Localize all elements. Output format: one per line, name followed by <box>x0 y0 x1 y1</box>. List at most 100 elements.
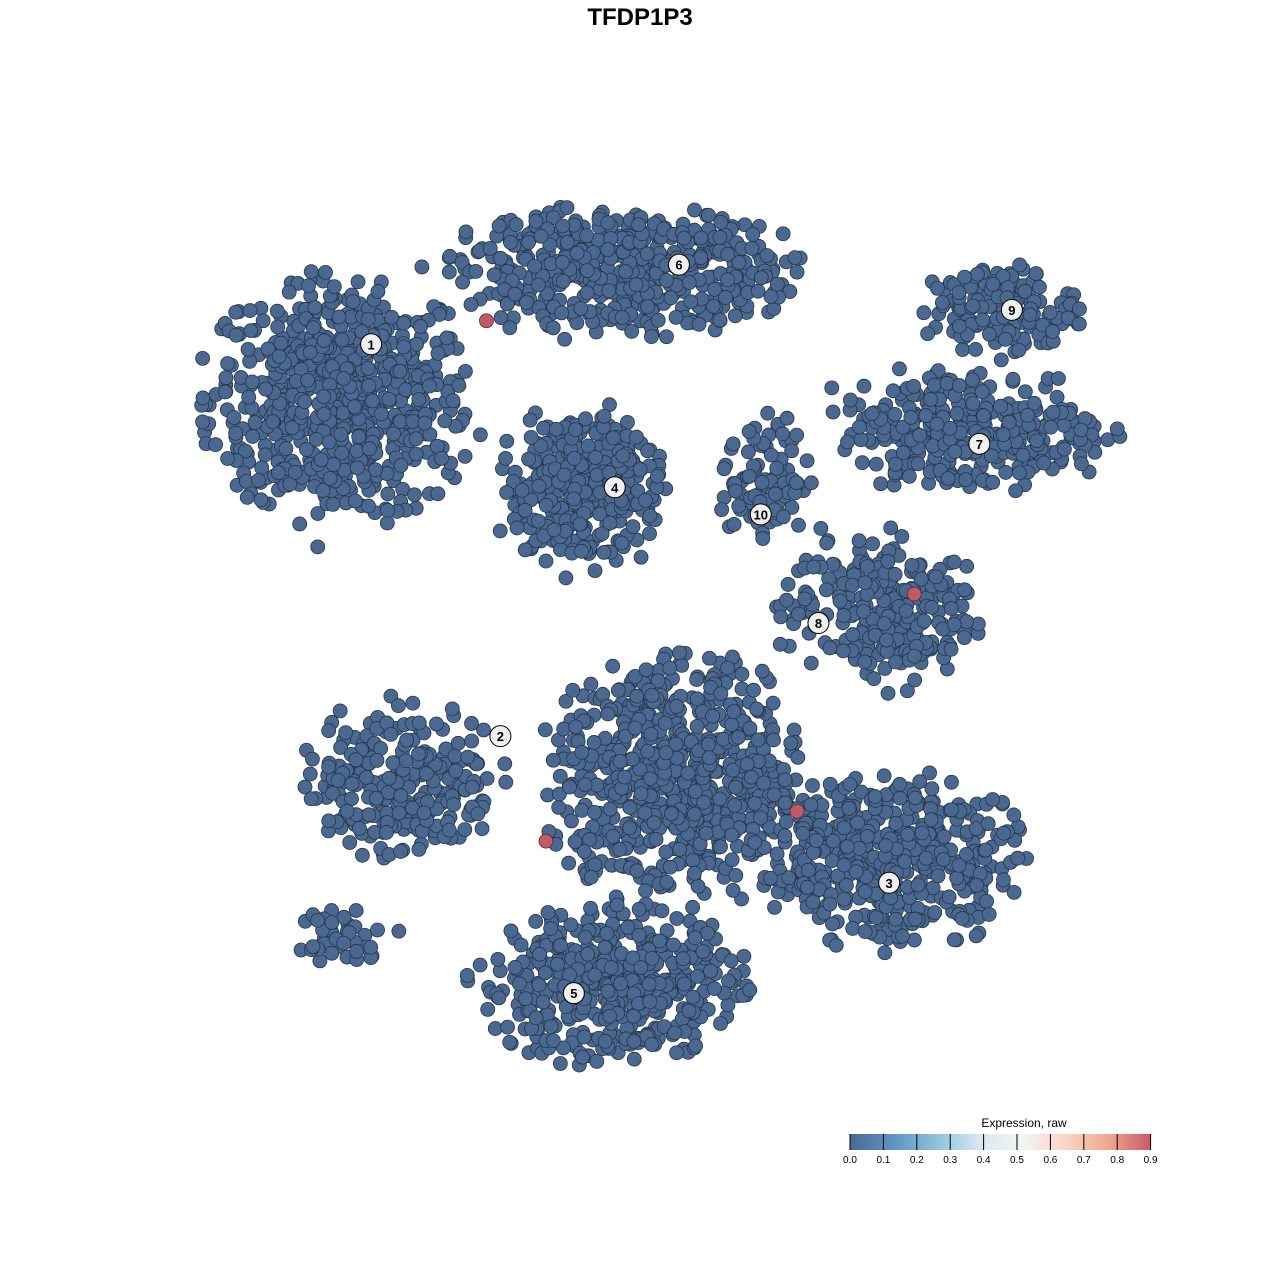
cell-point <box>654 903 670 919</box>
cell-point <box>218 370 234 386</box>
cell-point <box>836 608 852 623</box>
cluster-label-4: 4 <box>603 476 626 499</box>
cell-point <box>586 735 602 750</box>
cell-point <box>741 468 757 484</box>
cell-point <box>587 857 603 873</box>
cell-point <box>965 396 981 412</box>
cell-point <box>626 1051 642 1067</box>
cell-point <box>924 781 940 797</box>
cell-point <box>712 312 728 328</box>
cell-point <box>828 937 844 953</box>
cell-point <box>659 874 675 890</box>
cell-point <box>819 535 835 551</box>
cell-point <box>781 870 797 886</box>
cell-point <box>538 553 554 569</box>
cell-point <box>927 905 943 920</box>
cell-point <box>904 557 920 573</box>
cell-point <box>663 290 679 306</box>
cell-point <box>321 759 336 775</box>
cell-point <box>789 264 805 280</box>
cell-point <box>778 814 794 830</box>
cell-point <box>1001 414 1017 430</box>
cell-point <box>739 756 755 772</box>
cell-point <box>940 471 956 486</box>
cell-point <box>537 722 553 738</box>
cell-point <box>818 582 834 598</box>
cell-point <box>790 749 806 765</box>
cell-point <box>1051 371 1066 386</box>
svg-text:8: 8 <box>815 616 822 631</box>
high-expression-point <box>789 803 805 819</box>
cell-point <box>368 790 384 806</box>
cell-point <box>998 465 1014 480</box>
cell-point <box>392 414 408 430</box>
cell-point <box>912 774 928 790</box>
cell-point <box>1043 419 1059 435</box>
cell-point <box>910 456 926 472</box>
cell-point <box>929 416 945 432</box>
cell-point <box>330 772 346 788</box>
cell-point <box>681 1003 697 1019</box>
cell-point <box>877 945 893 961</box>
cell-point <box>278 441 294 457</box>
cell-point <box>713 839 728 855</box>
cell-point <box>805 845 821 860</box>
cell-point <box>310 912 326 928</box>
cell-point <box>1017 283 1033 299</box>
cell-point <box>519 295 534 310</box>
cell-point <box>947 444 963 460</box>
cell-point <box>857 575 873 591</box>
cell-point <box>949 870 965 886</box>
cell-point <box>780 577 796 592</box>
cell-point <box>472 427 488 443</box>
cell-point <box>712 229 728 245</box>
cell-point <box>559 200 575 216</box>
cluster-label-5: 5 <box>562 982 585 1005</box>
cell-point <box>241 389 257 405</box>
cell-point <box>666 937 681 953</box>
cell-point <box>195 350 211 366</box>
cell-point <box>648 831 664 847</box>
cell-point <box>633 786 649 802</box>
cell-point <box>857 654 872 670</box>
legend-tick-label: 0.6 <box>1043 1155 1057 1166</box>
cell-point <box>303 264 319 280</box>
cell-point <box>545 320 561 336</box>
cell-point <box>759 248 775 263</box>
cell-point <box>349 943 364 959</box>
cell-point <box>687 865 702 881</box>
cell-point <box>391 698 406 714</box>
cell-point <box>631 217 647 233</box>
cell-point <box>566 491 582 507</box>
cell-point <box>775 226 791 242</box>
cell-point <box>270 319 286 335</box>
cell-point <box>956 630 972 646</box>
cell-point <box>321 723 337 739</box>
svg-text:6: 6 <box>675 258 682 273</box>
cell-point <box>363 939 379 955</box>
cell-point <box>727 308 743 324</box>
cell-point <box>979 893 994 909</box>
cell-point <box>895 928 910 944</box>
cell-point <box>985 474 1001 490</box>
svg-text:2: 2 <box>497 729 504 744</box>
cell-point <box>1042 305 1058 320</box>
cell-point <box>574 744 590 760</box>
cell-point <box>450 735 466 751</box>
cell-point <box>380 486 396 502</box>
cell-point <box>851 533 867 549</box>
cell-point <box>832 593 848 609</box>
cell-point <box>322 471 338 486</box>
legend-tick-label: 0.2 <box>910 1155 924 1166</box>
cell-point <box>787 250 803 266</box>
cell-point <box>766 732 781 748</box>
cell-point <box>839 839 855 855</box>
cell-point <box>695 944 711 959</box>
cell-point <box>360 360 376 376</box>
cell-point <box>662 859 678 875</box>
cell-point <box>836 891 852 907</box>
cell-point <box>789 475 804 491</box>
svg-text:7: 7 <box>976 437 983 452</box>
cell-point <box>906 378 922 394</box>
